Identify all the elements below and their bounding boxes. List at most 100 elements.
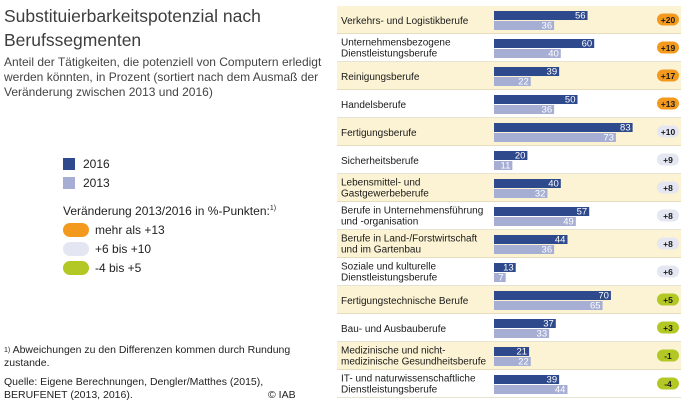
data-label-2013: 44 [555,385,566,396]
change-pill [657,181,679,194]
info-panel: Substituierbarkeitspotenzial nach Berufs… [0,0,330,406]
category-label: und -organisation [341,217,418,228]
change-pill-orange [63,222,89,237]
data-label-2016: 44 [555,235,566,246]
change-legend-title-text: Veränderung 2013/2016 in %-Punkten: [63,204,270,218]
legend-label-2013: 2013 [83,175,110,190]
copyright: © IAB [268,389,296,401]
legend-swatch-2013 [63,176,75,189]
data-label-2013: 40 [548,49,559,60]
bar-2016 [494,123,633,132]
page-title: Substituierbarkeitspotenzial nach Berufs… [4,6,261,50]
data-label-2016: 83 [620,123,631,134]
bar-2016 [494,39,595,48]
data-label-2013: 65 [590,301,601,312]
change-legend-footnote-marker: 1) [269,205,277,212]
change-label: +6 [663,267,673,277]
bar-2013 [494,49,561,58]
change-pill [657,377,679,390]
data-label-2013: 32 [535,189,546,200]
data-label-2013: 36 [542,21,553,32]
bar-2013 [494,329,550,338]
data-label-2016: 13 [503,263,514,274]
change-pill [657,69,679,82]
category-label: Handelsberufe [341,100,406,111]
category-label: Fertigungstechnische Berufe [341,296,469,307]
change-legend-label-mid: +6 bis +10 [95,241,152,256]
change-legend: mehr als +13 +6 bis +10 -4 bis +5 [63,220,165,277]
change-label: +8 [663,183,673,193]
data-label-2016: 20 [515,151,526,162]
change-pill-green [63,260,89,275]
bar-chart: Verkehrs- und Logistikberufe 56 36 +20 Unter… [337,6,681,398]
change-pill [657,209,679,222]
data-label-2013: 22 [518,77,529,88]
change-legend-label-high: mehr als +13 [95,222,165,237]
category-label: Unternehmensbezogene [341,38,451,49]
category-label: Dienstleistungsberufe [341,385,438,396]
change-label: -1 [664,351,672,361]
bar-2016 [494,207,590,216]
change-legend-item-low: -4 bis +5 [63,258,165,277]
data-label-2016: 39 [547,375,558,386]
page-subtitle: Anteil der Tätigkeiten, die potenziell v… [4,55,322,99]
bar-2013 [494,245,555,254]
data-label-2016: 50 [565,95,576,106]
change-label: -4 [664,379,672,389]
change-label: +17 [661,71,676,81]
bar-2013 [494,105,555,114]
category-label: und im Gartenbau [341,245,421,256]
change-pill-grey [63,241,89,256]
bar-2016 [494,375,560,384]
data-label-2016: 39 [547,67,558,78]
bar-2013 [494,77,531,86]
change-label: +5 [663,295,673,305]
bar-2013 [494,273,506,282]
bar-2013 [494,133,616,142]
change-pill [657,97,679,110]
legend-swatch-2016 [63,157,75,170]
data-label-2013: 22 [518,357,529,368]
change-label: +8 [663,239,673,249]
bar-2016 [494,151,528,160]
change-label: +20 [661,15,676,25]
bar-2013 [494,217,576,226]
category-label: Fertigungsberufe [341,128,417,139]
change-pill [657,349,679,362]
category-label: Gastgewerbeberufe [341,189,429,200]
change-label: +8 [663,211,673,221]
change-pill [657,13,679,26]
category-label: Lebensmittel- und [341,178,421,189]
category-label: Dienstleistungsberufe [341,273,438,284]
bar-2016 [494,235,568,244]
category-label: Reinigungsberufe [341,72,420,83]
change-pill [657,265,679,278]
bar-2013 [494,161,513,170]
data-label-2013: 73 [603,133,614,144]
change-label: +3 [663,323,673,333]
bar-2013 [494,357,531,366]
change-legend-title: Veränderung 2013/2016 in %-Punkten:1) [63,204,276,218]
footnote-text: Abweichungen zu den Differenzen kommen d… [4,344,291,369]
bar-2016 [494,347,530,356]
footnote: 1) Abweichungen zu den Differenzen komme… [4,344,304,370]
change-legend-label-low: -4 bis +5 [95,260,142,275]
bar-2016 [494,11,588,20]
data-label-2016: 21 [516,347,527,358]
category-label: Soziale und kulturelle [341,262,436,273]
change-legend-item-mid: +6 bis +10 [63,239,165,258]
category-label: Verkehrs- und Logistikberufe [341,16,469,27]
data-label-2013: 33 [537,329,548,340]
bar-2016 [494,179,561,188]
bar-2016 [494,95,578,104]
change-label: +9 [663,155,673,165]
category-label: Medizinische und nicht- [341,346,446,357]
data-label-2013: 36 [542,245,553,256]
change-pill [657,41,679,54]
change-pill [657,293,679,306]
change-label: +13 [661,99,676,109]
bar-2013 [494,21,555,30]
change-pill [657,237,679,250]
category-label: Sicherheitsberufe [341,156,419,167]
legend-label-2016: 2016 [83,156,110,171]
